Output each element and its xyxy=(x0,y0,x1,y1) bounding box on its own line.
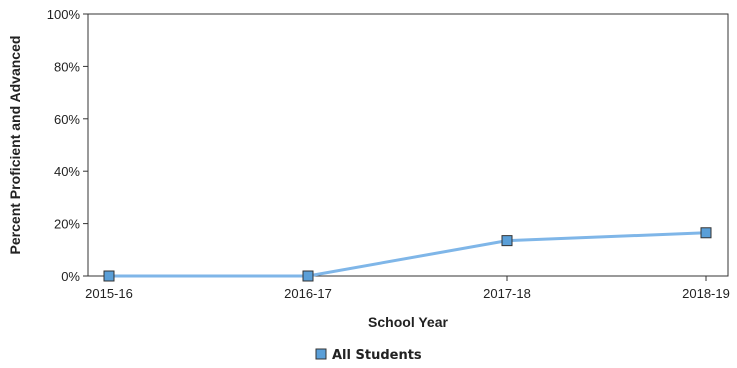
y-tick-label-80: 80% xyxy=(54,59,80,74)
x-axis: 2015-16 2016-17 2017-18 2018-19 xyxy=(85,276,730,301)
x-tick-label-2018-19: 2018-19 xyxy=(682,286,730,301)
legend: All Students xyxy=(315,348,422,363)
legend-swatch-all-students xyxy=(315,348,327,360)
series-layer xyxy=(103,227,712,282)
data-point-2016-17 xyxy=(302,270,314,282)
x-tick-label-2015-16: 2015-16 xyxy=(85,286,133,301)
plot-area xyxy=(87,13,729,277)
y-axis-title: Percent Proficient and Advanced xyxy=(7,36,23,255)
legend-label-all-students: All Students xyxy=(332,348,422,363)
x-tick-label-2017-18: 2017-18 xyxy=(483,286,531,301)
y-tick-label-0: 0% xyxy=(61,269,80,284)
y-axis: 0% 20% 40% 60% 80% 100% xyxy=(47,7,88,284)
y-tick-label-100: 100% xyxy=(47,7,81,22)
y-tick-label-40: 40% xyxy=(54,164,80,179)
y-tick-label-60: 60% xyxy=(54,112,80,127)
x-axis-title: School Year xyxy=(368,314,448,330)
data-point-2017-18 xyxy=(501,235,513,247)
series-line-0 xyxy=(107,231,708,278)
data-point-2018-19 xyxy=(700,227,712,239)
data-point-2015-16 xyxy=(103,270,115,282)
y-tick-label-20: 20% xyxy=(54,217,80,232)
x-tick-label-2016-17: 2016-17 xyxy=(284,286,332,301)
